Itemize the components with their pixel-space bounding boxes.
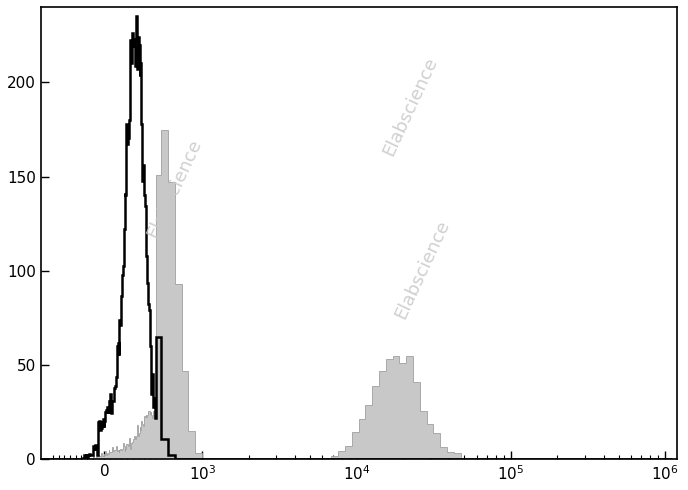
Text: Elabscience: Elabscience [379, 54, 441, 159]
Text: Elabscience: Elabscience [144, 136, 205, 240]
Text: Elabscience: Elabscience [392, 217, 453, 321]
